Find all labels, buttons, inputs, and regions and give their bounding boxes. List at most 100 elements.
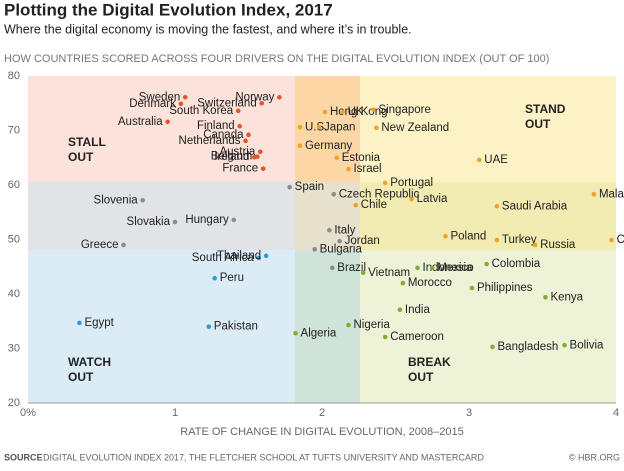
point-label: Australia: [118, 116, 163, 128]
y-tick-label: 40: [8, 288, 20, 300]
bg-zone: [360, 250, 616, 403]
data-point: [235, 108, 241, 114]
point-label: Netherlands: [179, 135, 241, 147]
point-label: Nigeria: [353, 319, 390, 331]
data-point: [337, 238, 342, 244]
x-tick-label: 0%: [20, 407, 36, 419]
point-label: UK: [348, 106, 364, 118]
point-label: Cameroon: [390, 331, 444, 343]
point-label: Ireland: [214, 151, 249, 163]
data-point: [494, 203, 500, 209]
data-point: [121, 242, 126, 248]
bg-zone: [28, 76, 295, 182]
point-label: Spain: [295, 181, 324, 193]
data-point: [206, 324, 212, 330]
point-label: Egypt: [84, 317, 114, 329]
data-point: [532, 242, 538, 248]
data-point: [257, 149, 263, 155]
data-point: [382, 180, 388, 186]
point-label: Bolivia: [570, 339, 604, 351]
data-point: [340, 109, 345, 115]
data-point: [382, 334, 388, 340]
point-label: Denmark: [129, 98, 176, 110]
point-label: Germany: [305, 140, 353, 152]
y-tick-label: 80: [8, 70, 20, 82]
x-axis-title: RATE OF CHANGE IN DIGITAL EVOLUTION, 200…: [180, 426, 463, 438]
point-label: Canada: [203, 129, 244, 141]
data-point: [297, 143, 303, 149]
point-label: France: [222, 163, 258, 175]
y-tick-label: 50: [8, 233, 20, 245]
quadrant-label: STALL: [68, 135, 106, 149]
data-point: [212, 275, 217, 281]
data-point: [172, 219, 178, 225]
source: DIGITAL EVOLUTION INDEX 2017, THE FLETCH…: [43, 452, 484, 462]
data-point: [371, 107, 376, 113]
quadrant-label: OUT: [68, 150, 94, 164]
data-point: [591, 191, 597, 197]
x-tick-label: 3: [466, 407, 472, 419]
data-point: [397, 307, 403, 313]
data-point: [255, 154, 260, 159]
data-point: [346, 322, 351, 328]
data-point: [331, 191, 337, 197]
subtitle: Where the digital economy is moving the …: [4, 22, 412, 36]
point-label: Sweden: [139, 91, 181, 103]
bg-zone: [28, 182, 295, 250]
data-point: [494, 237, 500, 243]
data-point: [231, 217, 237, 223]
quadrant-label: OUT: [408, 370, 434, 384]
bg-zone: [360, 182, 616, 250]
point-label: Japan: [324, 121, 355, 133]
data-point: [429, 265, 435, 271]
point-label: Latvia: [417, 193, 448, 205]
y-tick-label: 70: [8, 124, 20, 136]
data-point: [243, 138, 248, 144]
point-label: Thailand: [217, 250, 261, 262]
data-point: [374, 125, 379, 131]
data-point: [327, 227, 332, 233]
chart-header: HOW COUNTRIES SCORED ACROSS FOUR DRIVERS…: [4, 53, 549, 65]
point-label: Russia: [540, 239, 576, 251]
point-label: Morocco: [408, 277, 452, 289]
point-label: Saudi Arabia: [502, 200, 568, 212]
data-point: [293, 330, 298, 336]
point-label: China: [617, 234, 624, 246]
bg-zone: [295, 182, 360, 250]
point-label: Switzerland: [197, 97, 256, 109]
data-point: [562, 342, 567, 348]
x-tick-label: 4: [613, 407, 619, 419]
point-label: Italy: [334, 224, 355, 236]
data-point: [165, 119, 170, 125]
point-label: Estonia: [342, 152, 381, 164]
data-point: [415, 265, 420, 271]
point-label: South Africa: [192, 252, 255, 264]
point-label: Malaysia: [599, 188, 624, 200]
point-label: U.S.: [305, 121, 327, 133]
point-label: Mexico: [437, 262, 473, 274]
x-tick-label: 2: [319, 407, 325, 419]
data-point: [443, 233, 448, 239]
x-tick-label: 1: [172, 407, 178, 419]
point-label: Bangladesh: [498, 341, 559, 353]
data-point: [237, 123, 242, 129]
point-label: Hungary: [185, 214, 229, 226]
point-label: Israel: [353, 163, 381, 175]
point-label: Singapore: [378, 104, 430, 116]
quadrant-backgrounds: [28, 76, 616, 403]
data-point: [77, 320, 82, 326]
data-point: [287, 184, 292, 190]
point-label: Bulgaria: [320, 243, 363, 255]
point-label: Finland: [197, 120, 235, 132]
data-point: [329, 265, 335, 271]
data-point: [476, 157, 482, 163]
y-tick-label: 30: [8, 342, 20, 354]
data-point: [312, 247, 317, 252]
data-point: [469, 285, 475, 291]
point-label: Norway: [235, 91, 274, 103]
point-label: Kenya: [550, 291, 583, 303]
point-label: Slovakia: [127, 216, 171, 228]
point-label: Turkey: [502, 234, 537, 246]
data-point: [360, 270, 366, 276]
point-label: South Korea: [169, 105, 234, 117]
